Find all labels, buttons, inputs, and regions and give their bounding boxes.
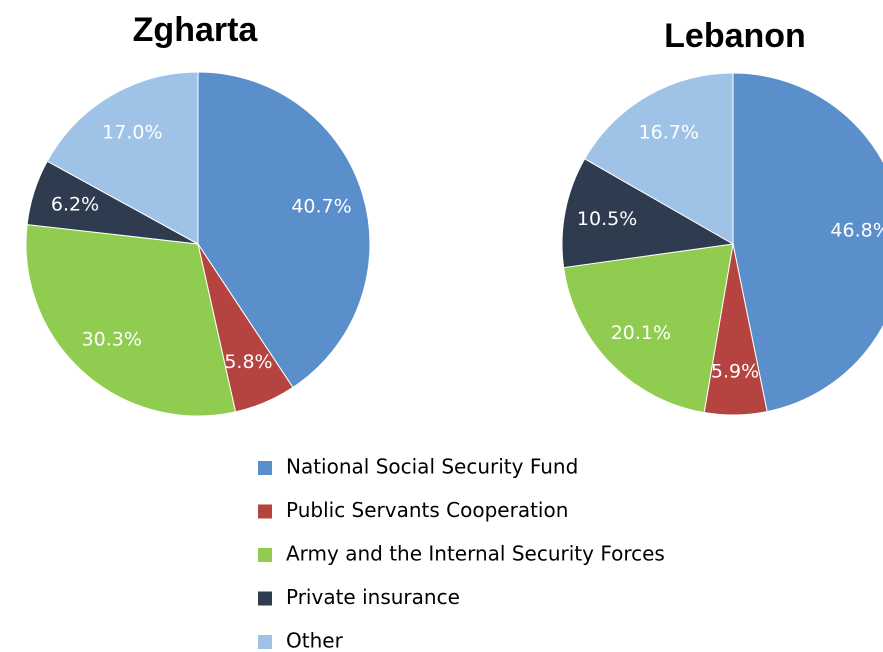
legend-swatch [258,635,272,649]
data-label: 10.5% [577,208,637,230]
legend-swatch [258,548,272,562]
legend-label: Private insurance [286,585,460,609]
chart-title: Zgharta [133,11,259,49]
legend-label: Army and the Internal Security Forces [286,542,665,566]
pie-slice [561,158,735,269]
pie-slice [46,71,199,245]
legend-swatch [258,591,272,606]
data-label: 6.2% [51,193,99,215]
data-label: 46.8% [830,220,883,242]
pie-slice [732,72,883,413]
legend-swatch [258,504,272,519]
pie-slice [584,72,734,245]
data-label: 20.1% [611,322,671,344]
legend-label: National Social Security Fund [286,455,578,479]
data-label: 5.9% [711,361,759,383]
data-label: 17.0% [102,121,162,143]
legend-swatch [258,461,272,475]
data-label: 40.7% [291,195,351,217]
data-label: 30.3% [82,328,142,350]
data-label: 5.8% [224,351,272,373]
pie-slice [563,243,734,414]
pie-slice [25,224,237,417]
legend-label: Other [286,629,344,652]
legend-label: Public Servants Cooperation [286,498,568,522]
data-label: 16.7% [639,121,699,143]
chart-title: Lebanon [664,17,806,55]
